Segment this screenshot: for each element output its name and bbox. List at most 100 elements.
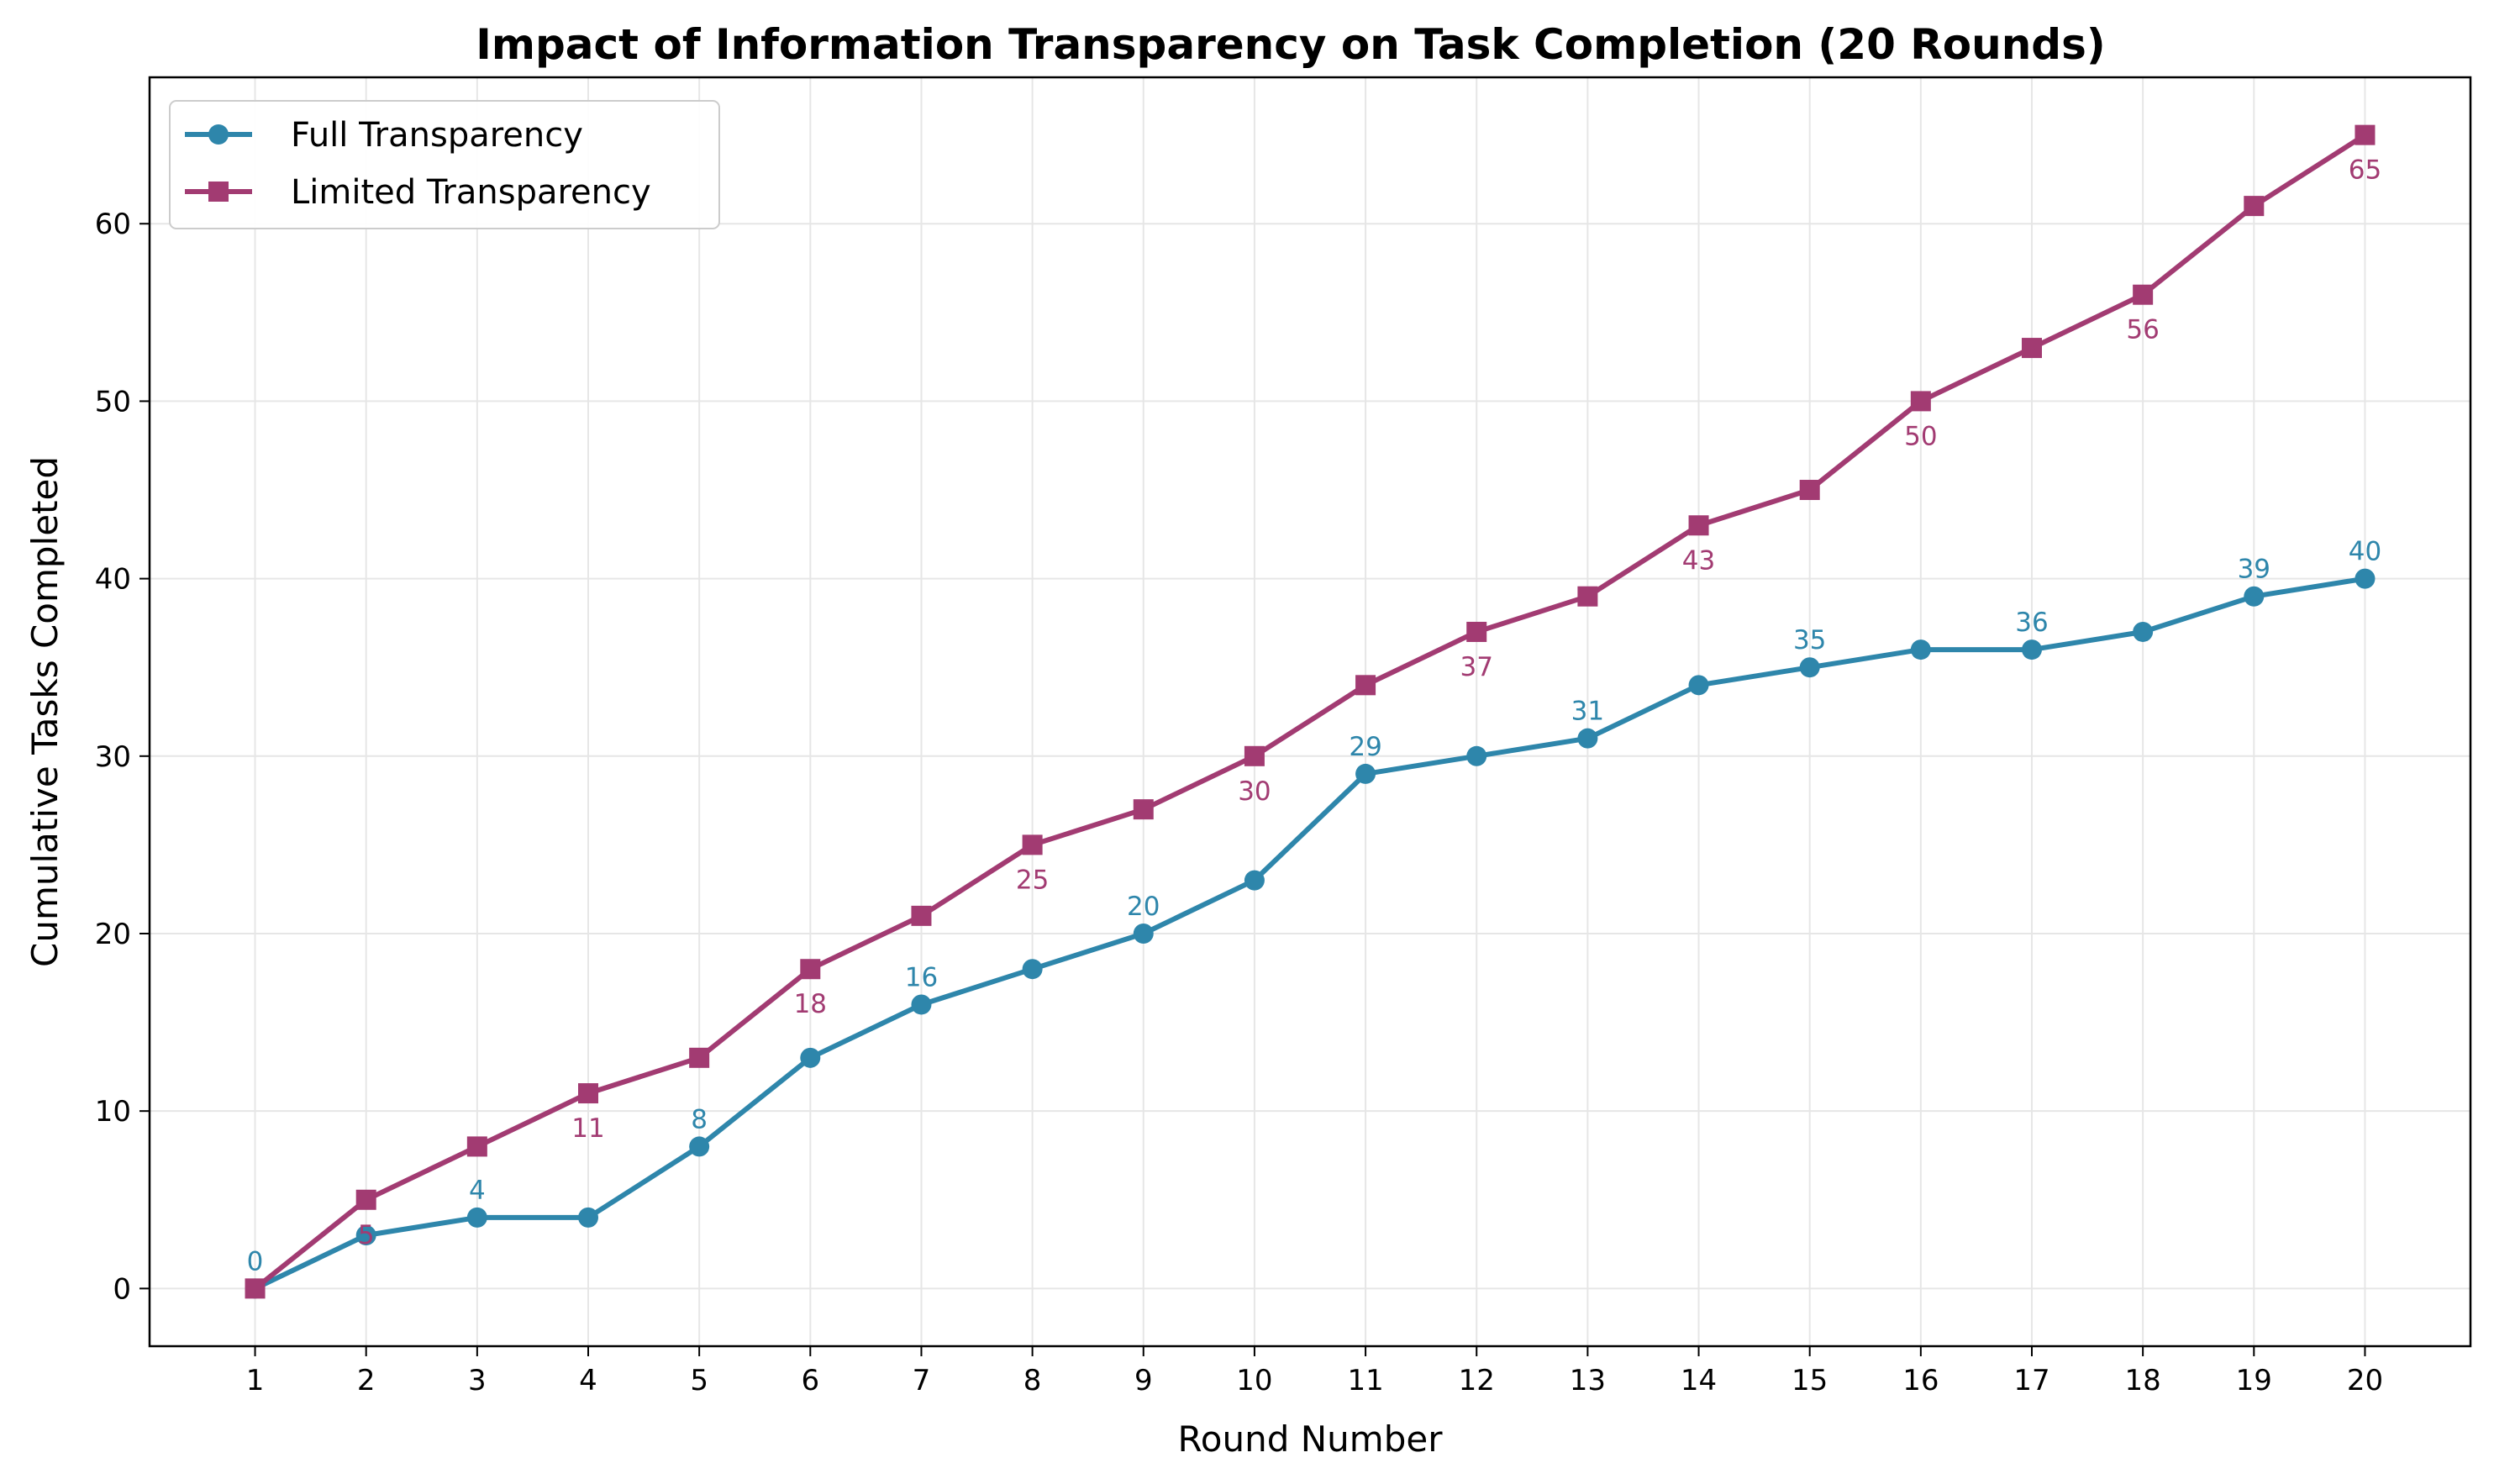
data-point-full-transparency xyxy=(355,1225,376,1246)
axis-ticks: 1 2 3 4 5 6 7 8 9 10 11 12 13 14 15 16 17 18 19 20010203040… xyxy=(95,208,2383,1397)
data-point-full-transparency xyxy=(1577,728,1598,749)
series-lines xyxy=(245,124,2376,1299)
data-labels: 0 4 8 16 20 29 31 35 36 39 40 5 11 18 25 30 37 43 50 56 65 xyxy=(247,155,2382,1277)
data-point-limited-transparency xyxy=(689,1047,710,1068)
x-tick-label: 15 xyxy=(1792,1364,1828,1397)
data-point-full-transparency xyxy=(1910,639,1931,660)
data-point-limited-transparency xyxy=(1022,834,1043,855)
data-label-limited-transparency: 37 xyxy=(1460,652,1493,682)
legend-label-limited-transparency: Limited Transparency xyxy=(291,173,651,212)
x-tick-label: 9 xyxy=(1134,1364,1153,1397)
data-label-full-transparency: 40 xyxy=(2349,537,2381,567)
data-point-limited-transparency xyxy=(1910,391,1931,412)
legend-marker-full-transparency xyxy=(208,124,229,145)
legend-label-full-transparency: Full Transparency xyxy=(291,116,583,155)
legend-marker-limited-transparency xyxy=(208,182,229,202)
data-label-limited-transparency: 18 xyxy=(794,989,827,1019)
data-point-limited-transparency xyxy=(1133,799,1154,820)
data-label-full-transparency: 4 xyxy=(469,1176,486,1206)
data-label-limited-transparency: 56 xyxy=(2126,315,2159,345)
data-point-limited-transparency xyxy=(911,905,932,926)
legend-box xyxy=(169,100,720,229)
y-tick-label: 30 xyxy=(95,740,131,774)
data-point-limited-transparency xyxy=(245,1278,266,1299)
data-point-full-transparency xyxy=(1688,675,1709,696)
x-tick-label: 20 xyxy=(2347,1364,2383,1397)
data-point-limited-transparency xyxy=(1577,586,1598,607)
data-label-full-transparency: 16 xyxy=(905,962,938,992)
data-point-full-transparency xyxy=(2133,621,2154,642)
legend: Full Transparency Limited Transparency xyxy=(169,100,720,229)
chart-title: Impact of Information Transparency on Ta… xyxy=(476,20,2105,69)
data-label-limited-transparency: 5 xyxy=(358,1220,375,1250)
y-tick-label: 40 xyxy=(95,563,131,597)
data-label-full-transparency: 36 xyxy=(2015,608,2048,638)
series-line-limited-transparency xyxy=(252,132,2368,1292)
data-point-limited-transparency xyxy=(578,1083,599,1104)
data-point-full-transparency xyxy=(466,1207,487,1228)
data-label-limited-transparency: 11 xyxy=(571,1113,604,1144)
data-point-full-transparency xyxy=(1022,959,1043,980)
plot-frame xyxy=(148,76,2472,1348)
data-point-full-transparency xyxy=(689,1136,710,1157)
data-point-limited-transparency xyxy=(1355,675,1376,696)
data-label-limited-transparency: 43 xyxy=(1682,545,1715,576)
data-point-full-transparency xyxy=(1466,745,1487,766)
data-point-full-transparency xyxy=(1133,923,1154,944)
x-tick-label: 14 xyxy=(1681,1364,1717,1397)
data-label-limited-transparency: 50 xyxy=(1904,421,1937,451)
y-tick-label: 0 xyxy=(113,1272,131,1306)
data-label-full-transparency: 31 xyxy=(1571,697,1604,727)
x-tick-label: 2 xyxy=(357,1364,376,1397)
x-tick-label: 5 xyxy=(690,1364,708,1397)
data-point-limited-transparency xyxy=(1244,745,1265,766)
data-point-limited-transparency xyxy=(1466,621,1487,642)
data-label-full-transparency: 35 xyxy=(1793,625,1826,655)
data-point-limited-transparency xyxy=(2355,124,2376,145)
series-line-full-transparency xyxy=(252,576,2368,1292)
data-point-full-transparency xyxy=(1355,763,1376,784)
data-label-full-transparency: 0 xyxy=(247,1246,264,1276)
x-tick-label: 6 xyxy=(801,1364,819,1397)
data-point-full-transparency xyxy=(1799,657,1820,678)
x-tick-label: 13 xyxy=(1570,1364,1606,1397)
x-axis-label: Round Number xyxy=(1178,1418,1444,1460)
data-label-full-transparency: 20 xyxy=(1127,892,1160,922)
x-tick-label: 19 xyxy=(2236,1364,2272,1397)
y-tick-label: 10 xyxy=(95,1095,131,1129)
y-tick-label: 50 xyxy=(95,385,131,418)
data-point-full-transparency xyxy=(2021,639,2042,660)
x-tick-label: 17 xyxy=(2013,1364,2049,1397)
data-label-limited-transparency: 25 xyxy=(1016,865,1049,895)
data-point-limited-transparency xyxy=(1799,480,1820,501)
x-tick-label: 8 xyxy=(1023,1364,1042,1397)
data-label-full-transparency: 8 xyxy=(691,1104,708,1134)
data-point-limited-transparency xyxy=(2021,338,2042,359)
x-tick-label: 4 xyxy=(579,1364,597,1397)
data-point-full-transparency xyxy=(800,1047,821,1068)
data-label-full-transparency: 29 xyxy=(1349,732,1381,762)
x-tick-label: 10 xyxy=(1236,1364,1272,1397)
x-tick-label: 12 xyxy=(1459,1364,1495,1397)
y-axis-label: Cumulative Tasks Completed xyxy=(24,456,66,967)
data-point-full-transparency xyxy=(578,1207,599,1228)
data-label-limited-transparency: 30 xyxy=(1238,776,1271,807)
data-point-full-transparency xyxy=(911,994,932,1015)
y-tick-label: 60 xyxy=(95,208,131,241)
x-tick-label: 3 xyxy=(468,1364,487,1397)
data-label-limited-transparency: 65 xyxy=(2349,155,2381,186)
x-tick-label: 16 xyxy=(1902,1364,1939,1397)
data-point-full-transparency xyxy=(2244,586,2265,607)
data-point-limited-transparency xyxy=(466,1136,487,1157)
data-point-limited-transparency xyxy=(355,1189,376,1210)
data-point-full-transparency xyxy=(2355,568,2376,589)
data-point-limited-transparency xyxy=(1688,515,1709,536)
data-point-limited-transparency xyxy=(2244,196,2265,217)
data-point-limited-transparency xyxy=(800,959,821,980)
x-tick-label: 18 xyxy=(2125,1364,2161,1397)
x-tick-label: 7 xyxy=(913,1364,931,1397)
data-point-full-transparency xyxy=(1244,870,1265,891)
